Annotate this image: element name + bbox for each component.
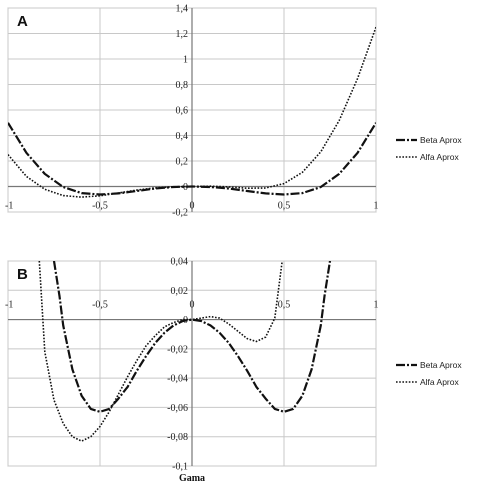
- x-tick-label: 1: [374, 201, 379, 212]
- y-tick-label: 0,6: [176, 106, 189, 117]
- y-tick-label: -0,2: [172, 208, 188, 219]
- x-tick-label: 0: [190, 201, 195, 212]
- y-tick-label: -0,06: [167, 403, 188, 414]
- series-line-alfa-aprox: [38, 261, 283, 442]
- x-tick-label: -0,5: [92, 300, 108, 311]
- legend-label: Alfa Aprox: [420, 377, 459, 387]
- legend-label: Alfa Aprox: [420, 152, 459, 162]
- x-tick-label: 0,5: [278, 300, 291, 311]
- y-tick-label: 0,4: [176, 131, 189, 142]
- y-tick-label: 0,8: [176, 80, 189, 91]
- y-tick-label: 1,2: [176, 29, 189, 40]
- x-tick-label: -1: [5, 201, 13, 212]
- x-tick-label: 1: [374, 300, 379, 311]
- series-line-beta-aprox: [52, 261, 332, 413]
- y-tick-label: 1,4: [176, 4, 189, 15]
- y-tick-label: 0,04: [171, 257, 189, 268]
- chart-panel-a: -0,200,20,40,60,811,21,4-1 -0,5 0 0,5 1ABeta…: [5, 4, 462, 219]
- y-tick-label: -0,04: [167, 374, 188, 385]
- y-tick-label: -0,1: [172, 462, 188, 473]
- x-tick-label: -0,5: [92, 201, 108, 212]
- x-tick-label: 0: [190, 300, 195, 311]
- y-tick-label: 1: [183, 55, 188, 66]
- y-tick-label: 0,2: [176, 157, 189, 168]
- x-axis-title: Gama: [179, 473, 205, 484]
- series-line-alfa-aprox: [8, 26, 376, 198]
- legend-label: Beta Aprox: [420, 360, 462, 370]
- panel-label: A: [17, 13, 28, 30]
- y-tick-label: 0,02: [171, 286, 189, 297]
- y-tick-label: -0,02: [167, 344, 188, 355]
- x-tick-label: 0,5: [278, 201, 291, 212]
- y-tick-label: 0: [183, 182, 188, 193]
- legend-label: Beta Aprox: [420, 135, 462, 145]
- panel-label: B: [17, 266, 28, 283]
- chart-panel-b: -0,1 -0,08 -0,06 -0,04 -0,02 00,02 0,04 -1 -0,5 0…: [5, 257, 462, 485]
- y-tick-label: -0,08: [167, 432, 188, 443]
- x-tick-label: -1: [5, 300, 13, 311]
